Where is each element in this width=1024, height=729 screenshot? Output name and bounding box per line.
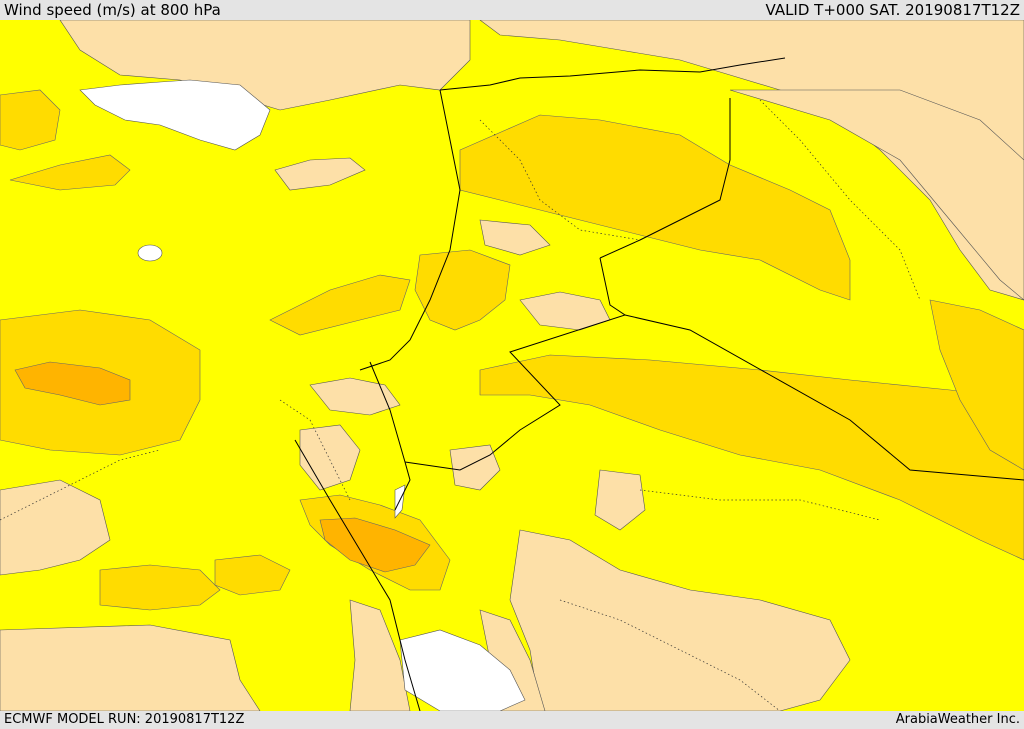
- valid-time: VALID T+000 SAT. 20190817T12Z: [765, 1, 1020, 19]
- low-speed-regions: [0, 20, 1024, 711]
- low-speed-cyprus: [274, 157, 366, 191]
- border-turkey-syria: [439, 57, 786, 91]
- low-speed-levant: [479, 219, 551, 256]
- water-gulf-aqaba: [394, 484, 406, 519]
- country-borders: [294, 57, 1024, 711]
- high-speed-syria: [459, 114, 851, 301]
- dotted-boundary-1: [479, 119, 641, 241]
- water-lake: [137, 244, 163, 262]
- border-jordan-saudi: [404, 257, 627, 471]
- border-nile-valley: [294, 439, 421, 711]
- dotted-boundary-2: [639, 489, 881, 521]
- low-speed-arabia-south: [509, 529, 851, 711]
- high-speed-arabia: [479, 354, 1024, 561]
- low-speed-desert-blob: [594, 469, 646, 531]
- map-title: Wind speed (m/s) at 800 hPa: [4, 1, 221, 19]
- high-speed-iraq-marsh: [929, 299, 1024, 471]
- water-red-sea: [399, 629, 526, 711]
- water-sea-of-marmara: [79, 79, 271, 151]
- border-coastline-levant: [359, 89, 461, 371]
- high-speed-aegean: [0, 89, 61, 151]
- border-sinai-east: [394, 461, 411, 511]
- wind-speed-map: [0, 20, 1024, 711]
- high-speed-egypt: [99, 564, 221, 611]
- border-syria-iraq: [599, 98, 731, 259]
- footer-bar: ECMWF MODEL RUN: 20190817T12Z ArabiaWeat…: [0, 711, 1024, 729]
- low-speed-coast: [309, 377, 401, 416]
- highest-speed-gulf-suez: [319, 517, 431, 573]
- low-speed-iraq: [729, 89, 1024, 301]
- low-speed-west-africa: [0, 479, 111, 576]
- water-bodies: [79, 79, 526, 711]
- border-egypt-israel: [369, 361, 406, 463]
- model-run: ECMWF MODEL RUN: 20190817T12Z: [4, 712, 245, 727]
- low-speed-anatolia: [59, 20, 471, 111]
- high-speed-egypt-2: [214, 554, 291, 596]
- header-bar: Wind speed (m/s) at 800 hPa VALID T+000 …: [0, 0, 1024, 20]
- internal-boundaries: [0, 99, 921, 711]
- dotted-boundary-3: [0, 449, 161, 521]
- low-speed-nile: [349, 599, 411, 711]
- credit: ArabiaWeather Inc.: [895, 712, 1020, 727]
- high-speed-levant: [414, 249, 511, 331]
- high-speed-east-med-north: [9, 154, 131, 191]
- highest-speed-med: [14, 361, 131, 406]
- low-speed-southwest: [0, 624, 261, 711]
- high-speed-med-central: [269, 274, 411, 336]
- border-saudi-iraq: [624, 314, 1024, 481]
- map-canvas: [0, 20, 1024, 711]
- highest-speed-regions: [14, 361, 431, 573]
